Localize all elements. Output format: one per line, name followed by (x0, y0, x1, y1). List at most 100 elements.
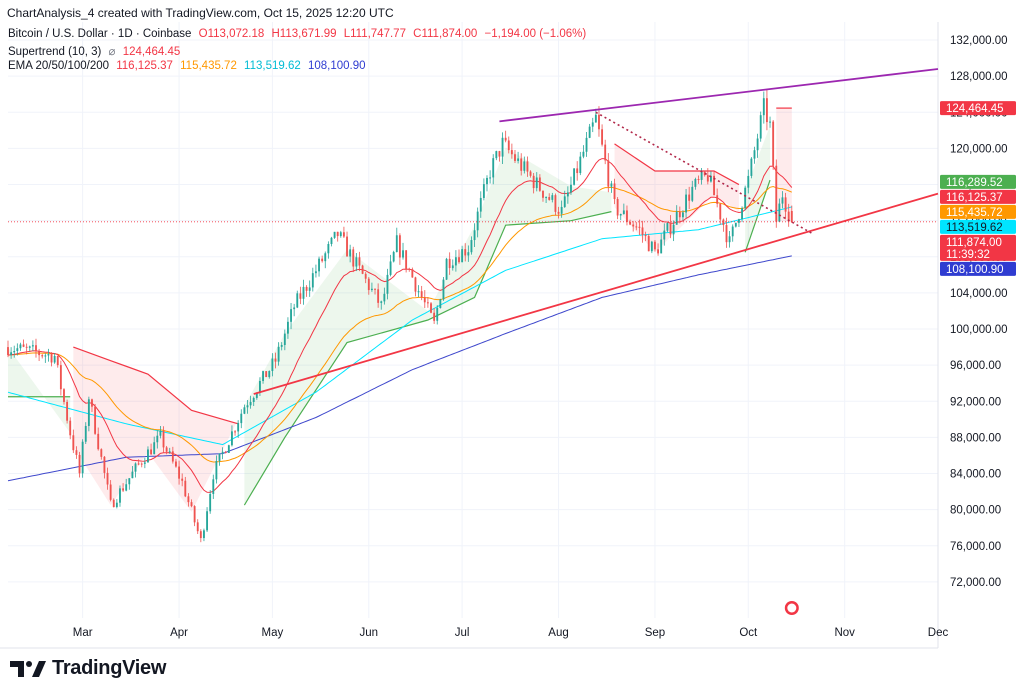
candle-body (514, 154, 516, 161)
y-tick-label: 100,000.00 (950, 324, 1008, 336)
candle-body (710, 175, 712, 182)
x-month-label: Nov (834, 627, 855, 639)
candle-body (268, 371, 271, 378)
candle-body (240, 413, 243, 424)
candle-body (498, 151, 501, 157)
candle-body (50, 354, 53, 363)
price-label-box (940, 234, 1016, 261)
countdown-label-text: 11:39:32 (946, 249, 990, 261)
y-tick-label: 92,000.00 (950, 396, 1001, 408)
candle-body (731, 226, 734, 237)
price-label-text: 115,435.72 (946, 207, 1003, 219)
candle-body (283, 333, 286, 346)
candle-body (193, 506, 196, 523)
candle-body (585, 137, 588, 152)
candle-body (523, 161, 526, 171)
candle-body (576, 168, 579, 174)
candle-body (265, 371, 268, 378)
candle-body (535, 177, 538, 189)
candle-body (451, 265, 454, 269)
candle-body (626, 210, 628, 222)
candle-body (7, 347, 9, 356)
y-tick-label: 76,000.00 (950, 541, 1001, 553)
candle-body (342, 232, 345, 237)
candle-body (109, 484, 112, 500)
candle-body (439, 299, 442, 308)
candle-body (224, 451, 227, 453)
candle-body (725, 225, 728, 243)
candle-body (461, 249, 464, 263)
candle-body (374, 288, 376, 290)
candle-body (607, 160, 610, 187)
candle-body (420, 291, 423, 298)
candles (7, 89, 793, 543)
x-month-label: Oct (739, 627, 758, 639)
candle-body (657, 249, 659, 254)
ema50-value: 115,435.72 (180, 60, 237, 72)
candle-body (408, 268, 411, 270)
candle-body (327, 243, 330, 254)
ema-label: EMA 20/50/100/200 (8, 60, 110, 72)
candle-body (703, 171, 706, 176)
candle-body (778, 203, 781, 222)
candle-body (35, 345, 37, 352)
candle-body (545, 197, 548, 199)
candle-body (181, 478, 184, 481)
candle-body (619, 214, 622, 216)
candle-body (10, 352, 13, 356)
ema-legend[interactable]: EMA 20/50/100/200 116,125.37 115,435.72 … (8, 60, 370, 72)
candle-body (221, 451, 224, 454)
candle-body (395, 235, 398, 253)
candle-body (231, 431, 233, 446)
candle-body (473, 230, 476, 241)
candle-body (433, 312, 436, 321)
price-label-text: 113,519.62 (946, 222, 1003, 234)
candle-body (644, 234, 647, 237)
candle-body (700, 171, 703, 180)
candle-body (187, 496, 190, 503)
candle-body (467, 252, 470, 256)
candle-body (538, 177, 541, 191)
candle-body (352, 249, 355, 267)
candle-body (203, 530, 205, 539)
candle-body (716, 195, 719, 204)
ohlc-close: C111,874.00 (413, 28, 478, 40)
tradingview-logo[interactable]: TradingView (10, 657, 166, 680)
hidden-eye-icon[interactable]: ⌀ (108, 46, 116, 58)
x-month-label: Jul (455, 627, 470, 639)
symbol-name: Bitcoin / U.S. Dollar · 1D · Coinbase (8, 28, 192, 40)
price-label-text: 111,874.00 (946, 237, 1002, 249)
supertrend-legend[interactable]: Supertrend (10, 3) ⌀ 124,464.45 (8, 44, 184, 58)
supertrend-line-down (614, 143, 740, 186)
y-tick-label: 104,000.00 (950, 288, 1008, 300)
created-by-header: ChartAnalysis_4 created with TradingView… (7, 6, 394, 20)
candle-body (380, 301, 383, 303)
candle-body (255, 392, 258, 398)
candle-body (147, 449, 149, 463)
ohlc-high: H113,671.99 (271, 28, 337, 40)
candle-body (333, 231, 336, 238)
candle-body (765, 98, 768, 123)
candle-body (196, 522, 199, 532)
candle-body (650, 241, 653, 252)
candle-body (734, 222, 737, 227)
ema100-value: 113,519.62 (244, 60, 301, 72)
candle-body (476, 211, 479, 231)
supertrend-fill (8, 347, 71, 433)
candle-body (713, 175, 715, 196)
symbol-legend[interactable]: Bitcoin / U.S. Dollar · 1D · Coinbase O1… (8, 28, 590, 40)
candle-body (367, 278, 370, 291)
candle-body (318, 258, 320, 272)
candle-body (411, 269, 414, 278)
candle-body (489, 177, 492, 179)
candle-body (209, 493, 212, 512)
candle-body (532, 175, 535, 189)
candle-body (165, 447, 168, 452)
candle-body (293, 307, 296, 310)
candle-body (103, 456, 106, 473)
candle-body (162, 430, 165, 448)
candle-body (16, 348, 19, 352)
candle-body (501, 137, 504, 157)
candle-body (252, 397, 255, 402)
